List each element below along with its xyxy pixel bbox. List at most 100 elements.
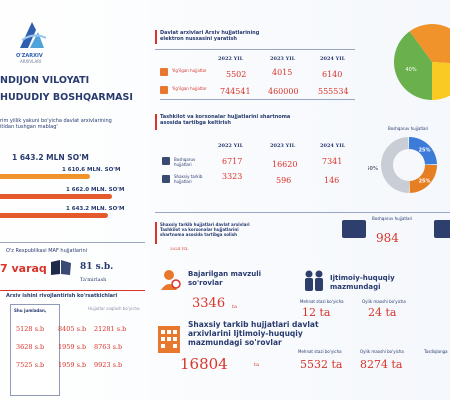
divider [155,49,355,50]
donut-label: 25% [419,147,431,153]
ijtimoiy-col2-label: Oylik maoshi bo'yicha [362,299,406,304]
folder-icon [434,220,450,238]
section-marker [155,30,157,44]
tashkilot-row1-val3: 7341 [322,157,343,166]
region-title-line1: NDIJON VILOYATI [0,75,90,86]
funds-bar [0,213,108,218]
tashkilot-row2-val1: 3323 [222,172,243,181]
bajarilgan-title: Bajarilgan mavzuli so'rovlar [188,270,262,287]
boshqaruv-label: Boshqaruv hujjatlari [372,216,413,221]
table-cell: 1959 s.b [58,343,87,351]
shaxsiy2-col1-label: Mehnat stazi bo'yicha [298,349,342,354]
divider [155,212,450,213]
shaxsiy2-unit: ta [254,362,259,368]
building-icon [158,326,180,353]
ijtimoiy-col2-value: 24 ta [368,306,397,319]
table-head-col2: Shu jumladan, [14,308,47,313]
donut-legend: Boshqaruv hujjatlari [388,126,429,131]
table-cell: 7525 s.b [16,361,45,369]
donut-chart: 25% 25% 50% [368,137,437,193]
digital-row1-label: Yig'ilgan hujjatlar [172,68,207,73]
digital-pie-chart: 40% [394,24,450,100]
digital-row1-val2: 4015 [272,68,293,77]
sb-value: 81 s.b. [80,262,114,272]
divider [160,99,355,100]
logo-text: O'ZARXIV [16,53,43,59]
digital-row1-val1: 5502 [226,70,247,79]
table-cell: 9923 s.b [94,361,123,369]
boshqaruv-value: 984 [376,231,399,245]
ozarxiv-logo-icon [20,22,47,48]
digital-year-3: 2024 YIL [320,56,346,62]
maf-text: O'z Respublikasi MAF hujjatlarini [6,248,88,254]
document-stack-icon [160,68,168,76]
tashkilot-row1-val2: 16620 [272,160,298,169]
pie-label: 40% [406,67,417,73]
tashkilot-year-1: 2022 YIL [218,143,244,149]
table-cell: 8405 s.b [58,325,87,333]
funds-bar [0,174,90,179]
pie-slice [432,62,450,100]
funds-bar [0,194,112,199]
digital-title: Davlat arxivlari Arxiv hujjatlarining el… [160,30,260,42]
digital-row1-val3: 6140 [322,70,343,79]
ijtimoiy-col1-label: Mehnat stazi bo'yicha [300,299,344,304]
divider [0,290,145,291]
bajarilgan-value: 3346 [192,296,226,311]
pie-slice [409,24,450,64]
pie-slice [394,31,432,100]
section-marker [155,114,157,130]
digital-year-2: 2023 YIL [270,56,296,62]
shaxsiy-title: Shaxsiy tarkib hujjatlari davlat arxivla… [160,222,250,237]
table-cell: 1959 s.b [58,361,87,369]
donut-slice [409,165,437,193]
tamirlash-label: Ta'mirlash [80,277,107,283]
shaxsiy2-col2-value: 8274 ta [360,358,403,371]
shaxsiy2-value: 16804 [180,355,228,373]
funds-total: 1 643.2 MLN SO'M [12,153,89,162]
donut-slice [409,137,437,165]
boshqaruv-icon [162,157,170,165]
table-col-box [10,304,60,396]
shaxsiy2-col3-label: Tasdiqlanga [424,349,448,354]
shaxsiy-icon [162,175,170,183]
digital-year-1: 2022 YIL [218,56,244,62]
digital-row2-val1: 744541 [220,87,251,96]
table-cell: 21281 s.b [94,325,127,333]
document-copy-icon [160,86,168,94]
shaxsiy2-title: Shaxsiy tarkib hujjatlari davlat arxivla… [188,320,319,347]
book-icon [51,260,71,275]
section-marker [155,222,157,244]
bajarilgan-unit: ta [232,304,237,310]
table-head-col3: Hujjatlar saqlash bo'yicha [88,306,140,311]
donut-label: 50% [368,166,378,172]
ijtimoiy-title: Ijtimoiy-huquqiy mazmundagi [330,274,395,291]
donut-label: 25% [419,179,431,185]
elderly-couple-icon [305,270,323,291]
shaxsiy-year: 2024 YIL [170,246,189,251]
table-cell: 3628 s.b [16,343,45,351]
funds-subtitle: rim yillik yakuni bo'yicha davlat arxivl… [0,118,112,130]
tashkilot-row2-val2: 596 [276,176,292,185]
funds-bar-label: 1 662.0 MLN. SO'M [66,187,125,193]
digital-row2-val2: 460000 [268,87,299,96]
person-search-icon [161,270,181,290]
table-cell: 8763 s.b [94,343,123,351]
donut-slice [380,137,409,193]
funds-bar-label: 1 643.2 MLN. SO'M [66,206,125,212]
varaq-value: 7 varaq [0,262,47,275]
shaxsiy2-col2-label: Oylik maoshi bo'yicha [360,349,404,354]
table-cell: 5128 s.b [16,325,45,333]
funds-bar-label: 1 610.6 MLN. SO'M [62,167,121,173]
divider [0,242,145,243]
digital-row2-label: Yig'ilgan hujjatlar [172,86,207,91]
folder-icon [342,220,366,238]
tashkilot-row1-val1: 6717 [222,157,243,166]
tashkilot-row2-label: Shaxsiy tarkib hujjatlari [174,174,203,184]
region-title-line2: HUDUDIY BOSHQARMASI [0,92,133,103]
logo-subtext: ARXIVLARI [20,59,42,64]
arxiv-title: Arxiv ishini rivojlantirish ko'rsatkichl… [6,293,118,299]
tashkilot-title: Tashkilot va korxonalar hujjatlarini sha… [160,114,291,126]
digital-row2-val3: 555534 [318,87,349,96]
